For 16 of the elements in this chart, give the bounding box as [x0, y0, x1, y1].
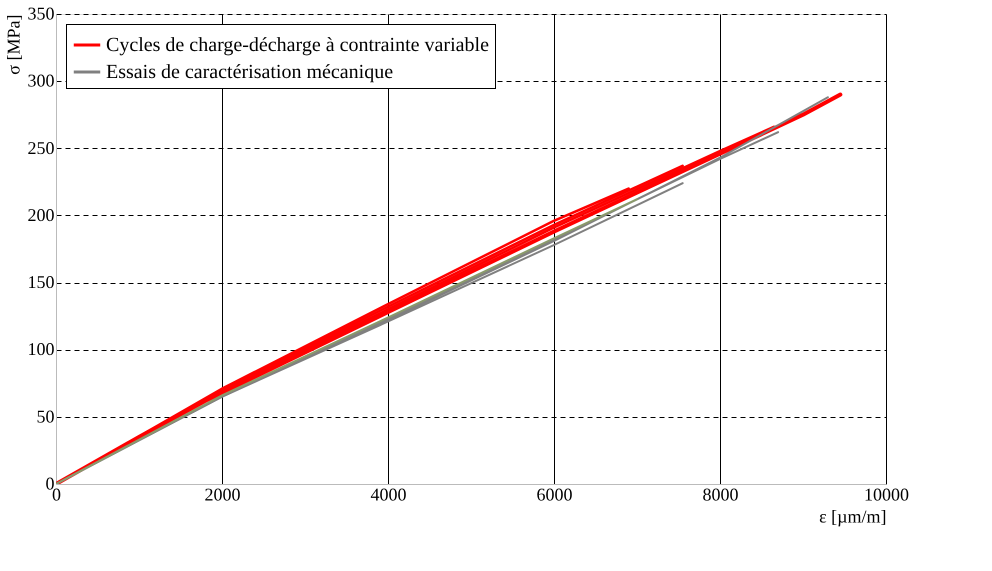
x-axis-title: ε [µm/m]: [819, 506, 886, 526]
y-tick-label: 350: [28, 4, 54, 24]
y-tick-label: 50: [36, 406, 54, 426]
y-tick-label: 300: [28, 70, 54, 91]
y-tick-label: 150: [28, 272, 54, 292]
legend-label: Cycles de charge-décharge à contrainte variable: [106, 34, 490, 56]
legend-label: Essais de caractérisation mécanique: [106, 61, 394, 83]
x-tick-label: 6000: [536, 484, 572, 504]
y-tick-label: 250: [28, 138, 54, 158]
x-tick-label: 10000: [864, 484, 909, 504]
y-tick-label: 100: [28, 339, 54, 360]
x-tick-label: 2000: [204, 484, 240, 504]
x-tick-label: 4000: [370, 484, 406, 504]
x-tick-label: 8000: [702, 484, 738, 504]
y-axis-title: σ [MPa]: [4, 14, 24, 75]
y-tick-label: 200: [28, 204, 54, 225]
